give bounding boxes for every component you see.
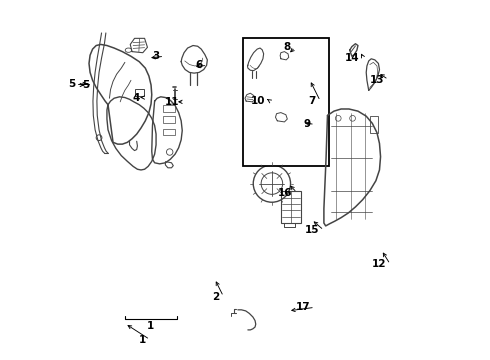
- Text: 13: 13: [369, 75, 384, 85]
- Text: 2: 2: [212, 292, 219, 302]
- Text: 14: 14: [344, 53, 359, 63]
- Bar: [243, 39, 329, 166]
- Text: 11: 11: [165, 97, 180, 107]
- Bar: [281, 192, 300, 223]
- Text: 1: 1: [138, 334, 146, 345]
- Text: 5: 5: [69, 79, 76, 89]
- Text: 16: 16: [278, 188, 293, 198]
- Text: 9: 9: [303, 120, 311, 129]
- Text: 12: 12: [371, 259, 386, 269]
- Text: 10: 10: [251, 96, 266, 106]
- Text: 8: 8: [284, 42, 291, 52]
- Text: 1: 1: [147, 321, 153, 331]
- Bar: [370, 116, 378, 134]
- Bar: [163, 116, 175, 123]
- Bar: [135, 89, 144, 96]
- Text: 15: 15: [305, 225, 319, 235]
- Text: 17: 17: [296, 302, 311, 312]
- Text: 6: 6: [196, 60, 203, 70]
- Text: 5: 5: [82, 80, 90, 90]
- Bar: [163, 129, 175, 135]
- Text: 4: 4: [133, 93, 140, 103]
- Text: 3: 3: [153, 51, 160, 61]
- Bar: [163, 105, 175, 112]
- Text: 7: 7: [309, 96, 316, 106]
